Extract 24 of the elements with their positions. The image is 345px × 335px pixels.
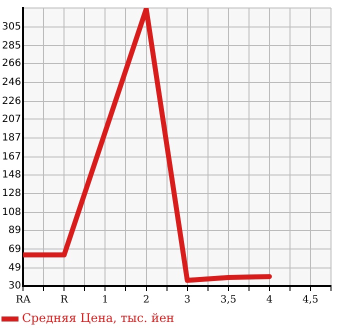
y-tick-label: 305 (2, 21, 22, 32)
x-tick-label: 3,5 (220, 294, 236, 306)
y-tick-label: 49 (8, 262, 22, 274)
x-tick-label: R (60, 294, 68, 306)
y-tick-label: 187 (2, 132, 22, 144)
legend-label: Средняя Цена, тыс. йен (22, 311, 174, 326)
y-tick-label: 167 (2, 151, 22, 162)
y-tick-label: 207 (2, 114, 22, 125)
y-tick-label: 89 (8, 224, 22, 236)
x-tick-label: 2 (143, 294, 150, 306)
x-tick-label: 3 (184, 294, 190, 306)
x-tick-label: 4 (266, 294, 273, 306)
y-tick-label: 30 (8, 280, 22, 292)
x-tick-label: RA (16, 294, 32, 306)
x-tick-label: 1 (102, 294, 108, 306)
y-tick-label: 246 (2, 77, 22, 88)
y-tick-label: 266 (2, 58, 22, 70)
y-tick-label: 285 (2, 40, 22, 52)
x-tick-label: 4,5 (302, 294, 318, 306)
y-tick-label: 108 (2, 207, 22, 218)
y-tick-label: 69 (8, 244, 22, 255)
y-tick-label: 128 (2, 188, 22, 200)
y-tick-label: 226 (2, 96, 22, 107)
y-tick-label: 148 (2, 169, 22, 180)
